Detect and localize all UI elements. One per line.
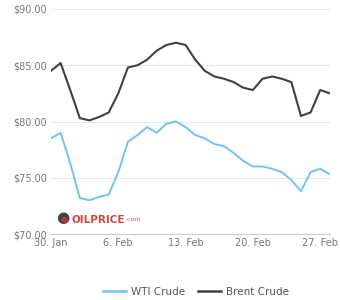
Legend: WTI Crude, Brent Crude: WTI Crude, Brent Crude xyxy=(99,283,293,300)
Text: ●: ● xyxy=(56,210,70,225)
Text: .com: .com xyxy=(125,217,140,222)
Text: OILPRICE: OILPRICE xyxy=(72,215,125,225)
Text: ●: ● xyxy=(61,215,68,224)
